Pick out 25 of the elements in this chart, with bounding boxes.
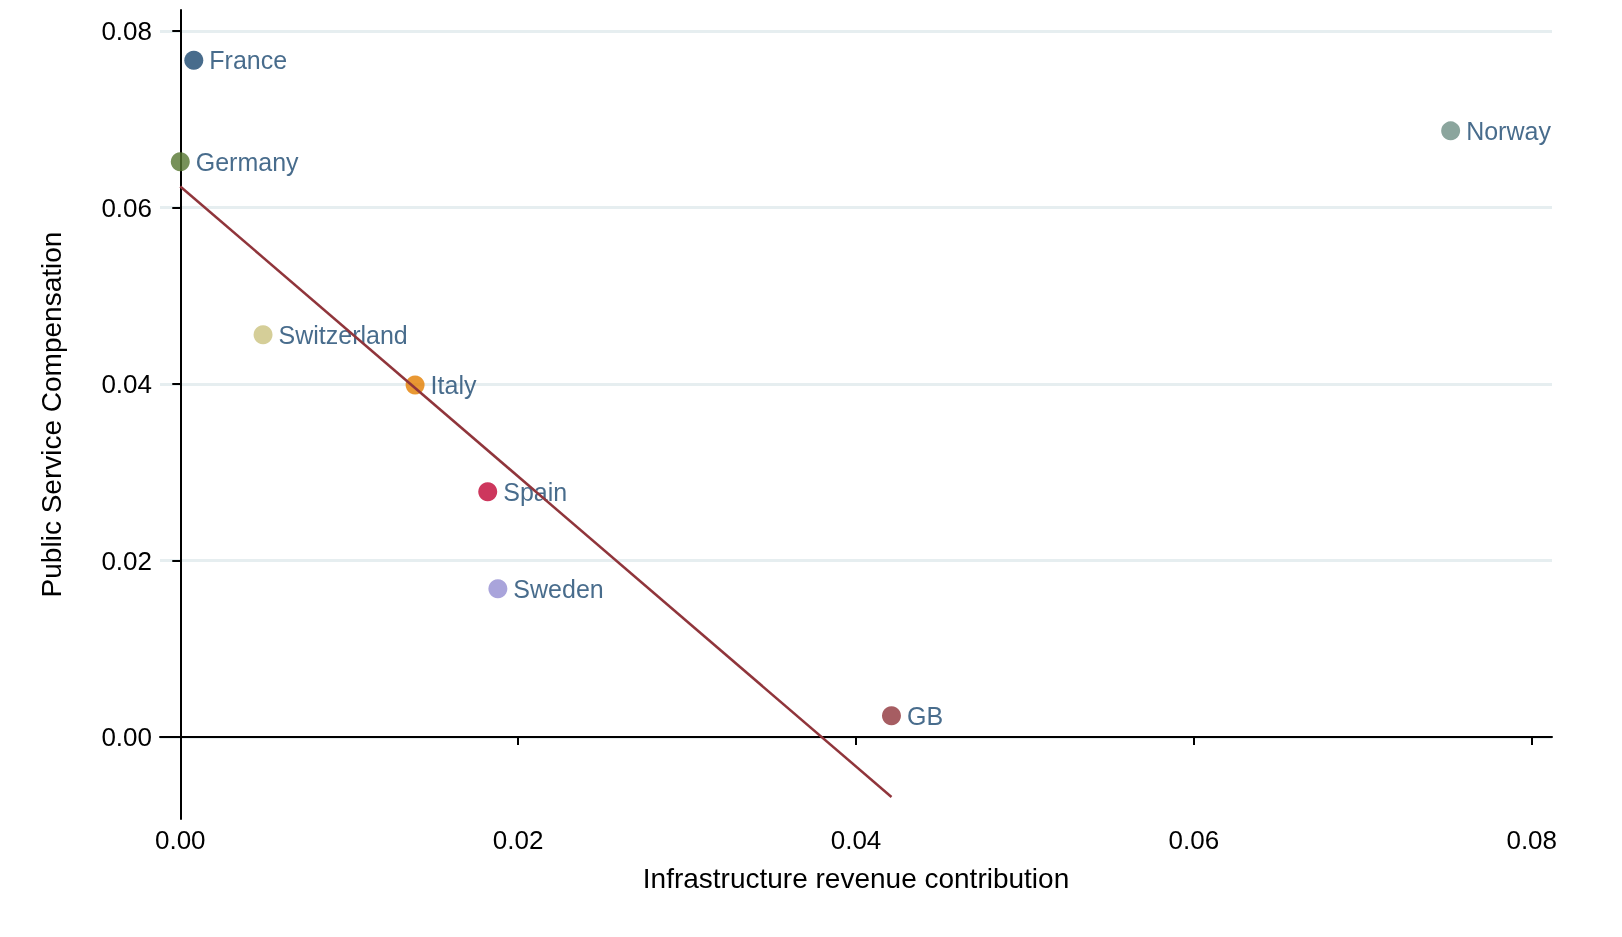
y-tick-label: 0.08 <box>101 16 152 47</box>
x-tick-label: 0.04 <box>830 825 882 855</box>
x-tick-label: 0.06 <box>1168 825 1220 855</box>
series-label: Germany <box>195 147 300 176</box>
y-tick-label: 0.04 <box>101 369 152 400</box>
series-label: France <box>209 46 288 75</box>
point <box>488 579 508 599</box>
y-tick-label: 0.00 <box>101 721 152 752</box>
point <box>478 482 498 502</box>
point <box>253 325 273 345</box>
y-axis-title: Public Service Compensation <box>35 231 67 598</box>
x-tick-label: 0.00 <box>154 825 206 855</box>
series-label: Norway <box>1466 116 1552 145</box>
series-label: Italy <box>430 370 477 399</box>
x-tick-label: 0.02 <box>492 825 544 855</box>
series-label: GB <box>906 701 944 730</box>
y-tick-label: 0.02 <box>101 545 152 576</box>
point <box>1441 121 1461 141</box>
x-tick-label: 0.08 <box>1506 825 1558 855</box>
point <box>170 152 190 172</box>
y-tick-label: 0.06 <box>101 192 152 223</box>
x-axis-title: Infrastructure revenue contribution <box>642 862 1070 894</box>
point <box>184 50 204 70</box>
point <box>882 706 901 726</box>
series-label: Sweden <box>513 574 604 603</box>
